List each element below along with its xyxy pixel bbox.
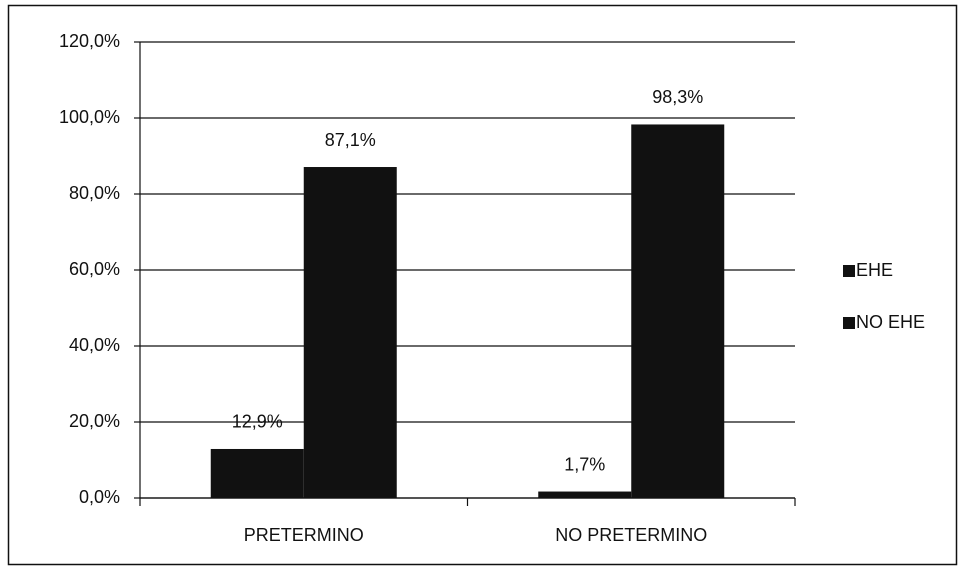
y-tick-label: 20,0% bbox=[69, 411, 120, 431]
value-label: 1,7% bbox=[564, 454, 605, 474]
value-label: 98,3% bbox=[652, 87, 703, 107]
y-tick-label: 120,0% bbox=[59, 31, 120, 51]
chart-frame bbox=[7, 4, 958, 566]
legend-swatch bbox=[843, 265, 855, 277]
y-tick-label: 40,0% bbox=[69, 335, 120, 355]
value-label: 12,9% bbox=[232, 412, 283, 432]
x-tick-label: PRETERMINO bbox=[244, 525, 364, 545]
legend-label: EHE bbox=[856, 260, 893, 280]
y-tick-label: 0,0% bbox=[79, 487, 120, 507]
bar bbox=[303, 167, 397, 498]
bar bbox=[210, 448, 304, 498]
legend-swatch bbox=[843, 317, 855, 329]
value-label: 87,1% bbox=[325, 130, 376, 150]
x-tick-label: NO PRETERMINO bbox=[555, 525, 707, 545]
y-tick-label: 100,0% bbox=[59, 107, 120, 127]
y-tick-label: 60,0% bbox=[69, 259, 120, 279]
bar bbox=[631, 124, 725, 499]
legend-label: NO EHE bbox=[856, 312, 925, 332]
bar bbox=[538, 491, 632, 498]
y-tick-label: 80,0% bbox=[69, 183, 120, 203]
